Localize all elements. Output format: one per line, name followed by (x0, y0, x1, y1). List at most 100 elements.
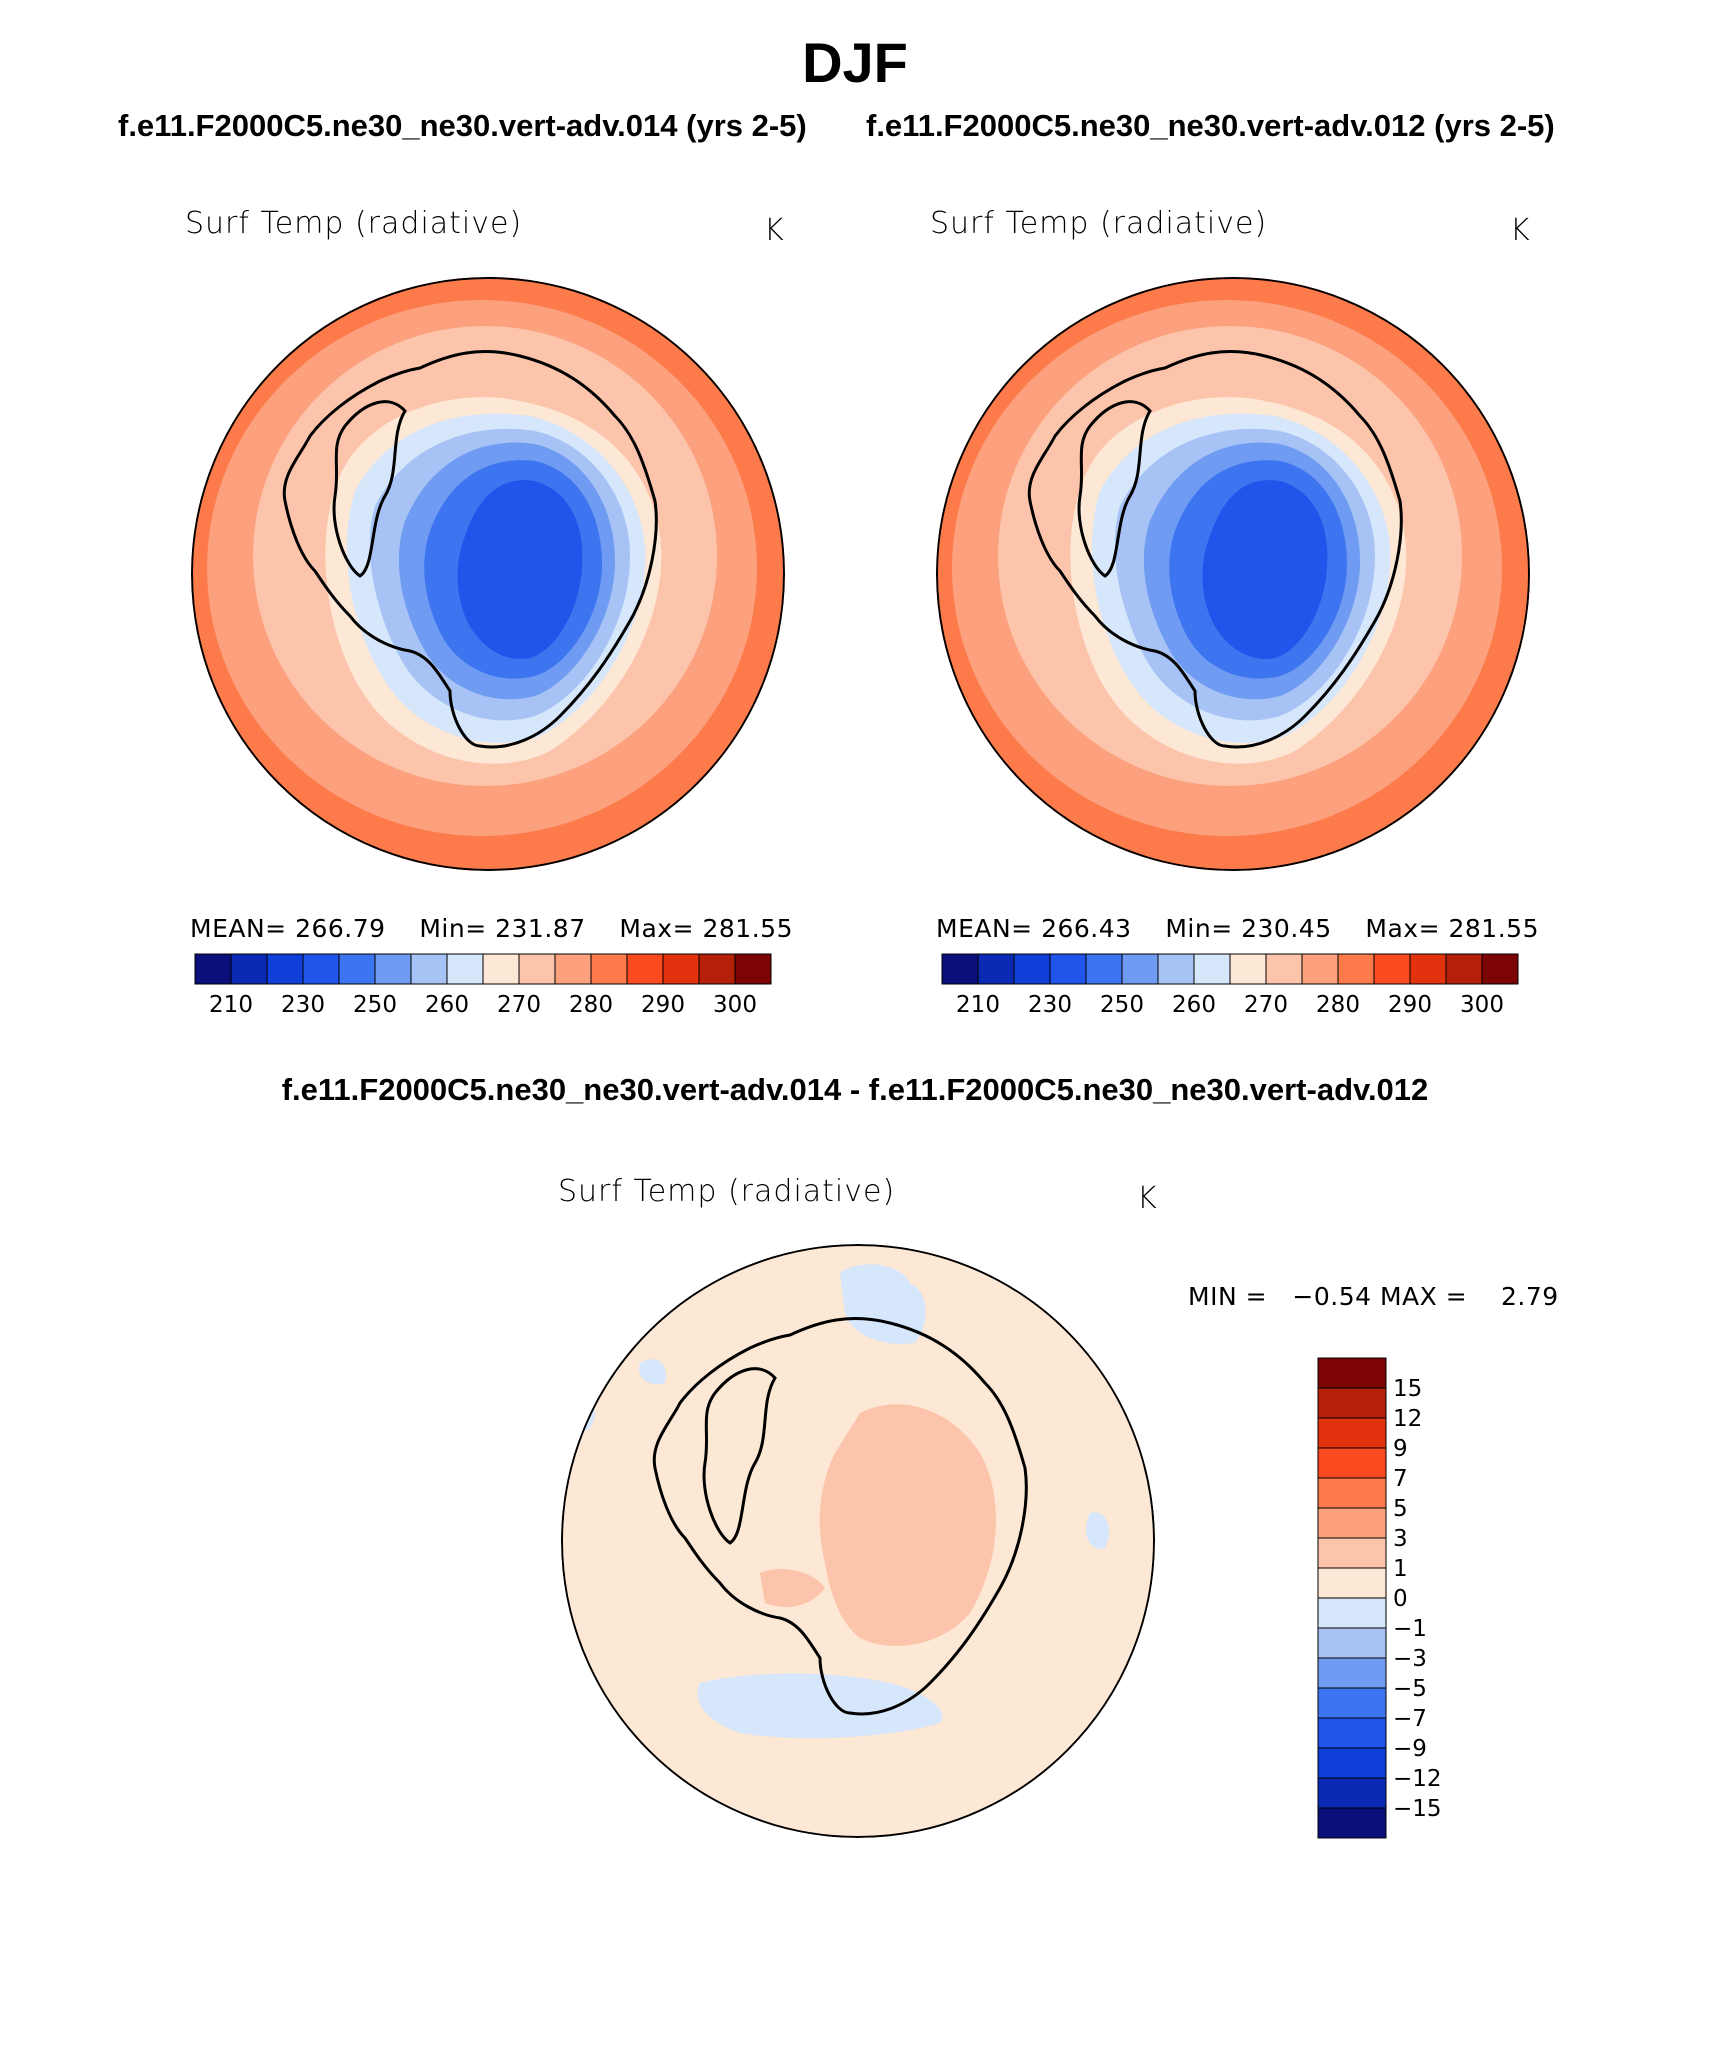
diff-colorbar-swatch (1317, 1807, 1387, 1839)
colorbar-swatch (1301, 953, 1339, 985)
diff-min-value: −0.54 (1292, 1282, 1372, 1311)
colorbar-tick-label: 230 (1028, 992, 1072, 1018)
diff-colorbar-tick-label: 5 (1393, 1496, 1408, 1522)
panel-2-mean-value: 266.43 (1041, 914, 1132, 943)
diff-colorbar-tick-label: 7 (1393, 1466, 1408, 1492)
difference-colorbar (1317, 1357, 1387, 1839)
diff-colorbar-tick-label: 1 (1393, 1556, 1408, 1582)
colorbar-swatch (1229, 953, 1267, 985)
panel-1-mean-value: 266.79 (295, 914, 386, 943)
diff-colorbar-tick-label: 9 (1393, 1436, 1408, 1462)
diff-colorbar-swatch (1317, 1507, 1387, 1539)
colorbar-tick-label: 260 (1172, 992, 1216, 1018)
diff-colorbar-tick-label: 0 (1393, 1586, 1408, 1612)
diff-colorbar-tick-label: −15 (1393, 1796, 1442, 1822)
diff-colorbar-swatch (1317, 1477, 1387, 1509)
case-title-right: f.e11.F2000C5.ne30_ne30.vert-adv.012 (yr… (866, 108, 1555, 143)
figure-title: DJF (802, 31, 908, 94)
colorbar-swatch (1013, 953, 1051, 985)
colorbar-swatch (1337, 953, 1375, 985)
diff-variable-label: Surf Temp (radiative) (558, 1174, 896, 1209)
colorbar-swatch (194, 953, 232, 985)
colorbar-swatch (1481, 953, 1519, 985)
diff-colorbar-swatch (1317, 1627, 1387, 1659)
diff-units-label: K (1137, 1181, 1158, 1216)
colorbar-tick-label: 250 (353, 992, 397, 1018)
diff-colorbar-swatch (1317, 1357, 1387, 1389)
colorbar-swatch (590, 953, 628, 985)
diff-colorbar-swatch (1317, 1687, 1387, 1719)
difference-title: f.e11.F2000C5.ne30_ne30.vert-adv.014 - f… (281, 1072, 1429, 1107)
colorbar-swatch (374, 953, 412, 985)
colorbar-swatch (518, 953, 556, 985)
colorbar-tick-label: 290 (641, 992, 685, 1018)
colorbar-swatch (266, 953, 304, 985)
panel-2-colorbar-ticks: 210 230 250 260 270 280 290 300 (956, 992, 1504, 1018)
diff-colorbar-tick-label: −1 (1393, 1616, 1427, 1642)
diff-colorbar-swatch (1317, 1567, 1387, 1599)
panel-2-variable-label: Surf Temp (radiative) (930, 206, 1268, 241)
panel-2-map (936, 277, 1530, 871)
difference-colorbar-ticks: 15 12 9 7 5 3 1 0 −1 −3 −5 −7 −9 −12 −15 (1393, 1376, 1442, 1822)
colorbar-tick-label: 270 (497, 992, 541, 1018)
colorbar-swatch (662, 953, 700, 985)
diff-colorbar-swatch (1317, 1387, 1387, 1419)
colorbar-tick-label: 290 (1388, 992, 1432, 1018)
colorbar-swatch (698, 953, 736, 985)
colorbar-tick-label: 270 (1244, 992, 1288, 1018)
colorbar-swatch (1121, 953, 1159, 985)
panel-2-min-value: 230.45 (1241, 914, 1332, 943)
colorbar-tick-label: 280 (569, 992, 613, 1018)
colorbar-tick-label: 260 (425, 992, 469, 1018)
diff-max-value: 2.79 (1500, 1282, 1559, 1311)
colorbar-swatch (1409, 953, 1447, 985)
colorbar-swatch (410, 953, 448, 985)
panel-1-colorbar-ticks: 210 230 250 260 270 280 290 300 (209, 992, 757, 1018)
colorbar-tick-label: 280 (1316, 992, 1360, 1018)
panel-2-units-label: K (1510, 213, 1531, 248)
colorbar-swatch (977, 953, 1015, 985)
diff-min-max: MIN = −0.54 MAX = 2.79 (1188, 1282, 1559, 1311)
diff-colorbar-tick-label: −9 (1393, 1736, 1427, 1762)
panel-2-max-value: 281.55 (1448, 914, 1539, 943)
diff-colorbar-swatch (1317, 1417, 1387, 1449)
diff-colorbar-swatch (1317, 1777, 1387, 1809)
colorbar-swatch (302, 953, 340, 985)
colorbar-swatch (446, 953, 484, 985)
panel-2-stats: MEAN= 266.43 Min= 230.45 Max= 281.55 (936, 914, 1539, 943)
diff-colorbar-swatch (1317, 1597, 1387, 1629)
colorbar-swatch (1373, 953, 1411, 985)
panel-1-variable-label: Surf Temp (radiative) (185, 206, 523, 241)
diff-colorbar-tick-label: −5 (1393, 1676, 1427, 1702)
diff-colorbar-tick-label: −3 (1393, 1646, 1427, 1672)
colorbar-tick-label: 250 (1100, 992, 1144, 1018)
difference-map (561, 1244, 1155, 1838)
colorbar-swatch (338, 953, 376, 985)
panel-2-colorbar (941, 953, 1519, 985)
panel-1-map (191, 277, 785, 871)
colorbar-tick-label: 230 (281, 992, 325, 1018)
colorbar-tick-label: 300 (1460, 992, 1504, 1018)
colorbar-tick-label: 210 (956, 992, 1000, 1018)
colorbar-tick-label: 300 (713, 992, 757, 1018)
colorbar-swatch (1049, 953, 1087, 985)
panel-1-max-value: 281.55 (702, 914, 793, 943)
colorbar-swatch (230, 953, 268, 985)
diff-colorbar-tick-label: 12 (1393, 1406, 1422, 1432)
diff-colorbar-swatch (1317, 1657, 1387, 1689)
diff-colorbar-swatch (1317, 1447, 1387, 1479)
colorbar-swatch (626, 953, 664, 985)
colorbar-tick-label: 210 (209, 992, 253, 1018)
colorbar-swatch (734, 953, 772, 985)
diff-colorbar-tick-label: 3 (1393, 1526, 1408, 1552)
case-title-left: f.e11.F2000C5.ne30_ne30.vert-adv.014 (yr… (118, 108, 807, 143)
colorbar-swatch (941, 953, 979, 985)
colorbar-swatch (1193, 953, 1231, 985)
colorbar-swatch (1157, 953, 1195, 985)
diff-colorbar-swatch (1317, 1537, 1387, 1569)
panel-1-units-label: K (764, 213, 785, 248)
colorbar-swatch (1445, 953, 1483, 985)
colorbar-swatch (554, 953, 592, 985)
colorbar-swatch (482, 953, 520, 985)
panel-1-min-value: 231.87 (495, 914, 586, 943)
